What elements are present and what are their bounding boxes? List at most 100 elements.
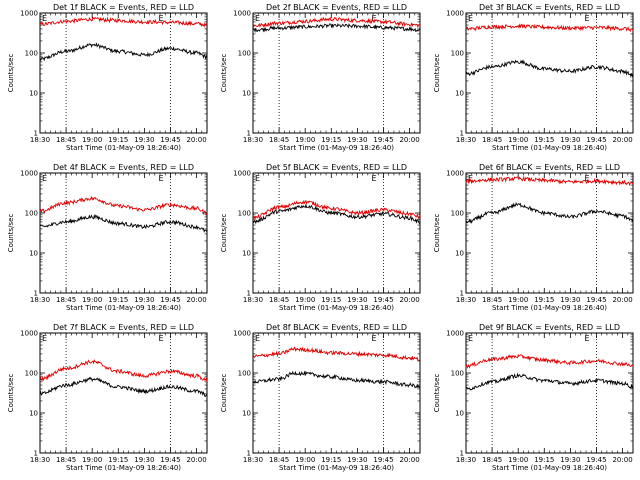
y-tick-label: 1000 xyxy=(446,10,464,18)
x-tick-label: 19:45 xyxy=(160,456,180,464)
x-tick-label: 20:00 xyxy=(186,456,206,464)
y-tick-label: 1000 xyxy=(233,10,251,18)
panel-title: Det 7f BLACK = Events, RED = LLD xyxy=(53,323,194,332)
x-tick-label: 19:15 xyxy=(534,456,554,464)
panel-4: Det 4f BLACK = Events, RED = LLD Counts/s… xyxy=(7,163,208,312)
y-tick-label: 1000 xyxy=(20,170,38,178)
plot-frame xyxy=(465,332,634,454)
panel-9: Det 9f BLACK = Events, RED = LLD Counts/s… xyxy=(433,323,634,472)
x-tick-label: 19:15 xyxy=(321,296,341,304)
plot-frame xyxy=(39,172,208,294)
x-tick-label: 19:45 xyxy=(373,136,393,144)
x-axis-label: Start Time (01-May-09 18:26:40) xyxy=(279,464,394,472)
x-tick-label: 19:00 xyxy=(295,456,315,464)
x-tick-label: 19:00 xyxy=(508,296,528,304)
x-tick-label: 20:00 xyxy=(399,136,419,144)
y-tick-label: 1 xyxy=(34,290,38,298)
lld-series-line xyxy=(465,23,634,33)
x-tick-label: 19:30 xyxy=(134,456,154,464)
y-axis-label: Counts/sec xyxy=(433,374,441,413)
events-series-line xyxy=(465,59,634,78)
y-tick-label: 1000 xyxy=(20,330,38,338)
x-tick-label: 18:30 xyxy=(30,456,50,464)
x-axis-label: Start Time (01-May-09 18:26:40) xyxy=(279,144,394,152)
x-tick-label: 19:15 xyxy=(108,136,128,144)
x-tick-label: 18:45 xyxy=(269,296,289,304)
lld-series-line xyxy=(252,16,421,29)
x-tick-label: 18:45 xyxy=(269,136,289,144)
event-marker-label: E xyxy=(158,174,163,183)
x-tick-label: 18:45 xyxy=(56,456,76,464)
event-marker-label: E xyxy=(42,174,47,183)
panel-5: Det 5f BLACK = Events, RED = LLD Counts/s… xyxy=(220,163,421,312)
lld-series-line xyxy=(252,199,421,221)
x-tick-label: 19:45 xyxy=(160,136,180,144)
event-marker-label: E xyxy=(255,174,260,183)
events-series-line xyxy=(39,42,208,62)
lld-series-line xyxy=(465,175,634,187)
event-marker-label: E xyxy=(584,14,589,23)
y-tick-label: 1 xyxy=(460,450,464,458)
panel-title: Det 9f BLACK = Events, RED = LLD xyxy=(479,323,620,332)
x-tick-label: 19:15 xyxy=(108,296,128,304)
y-axis-label: Counts/sec xyxy=(220,374,228,413)
x-tick-label: 18:45 xyxy=(482,136,502,144)
x-tick-label: 19:45 xyxy=(160,296,180,304)
x-tick-label: 19:30 xyxy=(560,456,580,464)
plot-frame xyxy=(39,12,208,134)
lld-series-line xyxy=(39,359,208,382)
panel-title: Det 8f BLACK = Events, RED = LLD xyxy=(266,323,407,332)
lld-series-line xyxy=(39,195,208,216)
x-axis-label: Start Time (01-May-09 18:26:40) xyxy=(492,144,607,152)
y-tick-label: 10 xyxy=(29,250,38,258)
panel-2: Det 2f BLACK = Events, RED = LLD Counts/s… xyxy=(220,3,421,152)
x-tick-label: 19:15 xyxy=(321,136,341,144)
events-series-line xyxy=(39,376,208,397)
x-tick-label: 18:45 xyxy=(56,136,76,144)
x-tick-label: 19:45 xyxy=(586,456,606,464)
y-tick-label: 1 xyxy=(460,130,464,138)
events-series-line xyxy=(465,202,634,224)
lld-series-line xyxy=(39,16,207,28)
x-tick-label: 20:00 xyxy=(612,136,632,144)
y-tick-label: 100 xyxy=(451,210,464,218)
panel-6: Det 6f BLACK = Events, RED = LLD Counts/s… xyxy=(433,163,634,312)
events-series-line xyxy=(252,370,421,389)
x-tick-label: 19:00 xyxy=(508,456,528,464)
x-tick-label: 19:15 xyxy=(534,136,554,144)
x-tick-label: 19:30 xyxy=(134,296,154,304)
x-tick-label: 19:00 xyxy=(82,136,102,144)
y-tick-label: 100 xyxy=(238,210,251,218)
x-tick-label: 18:30 xyxy=(456,296,476,304)
plot-frame xyxy=(465,12,634,134)
event-marker-label: E xyxy=(371,14,376,23)
x-tick-label: 19:00 xyxy=(82,456,102,464)
y-axis-label: Counts/sec xyxy=(433,214,441,253)
x-tick-label: 18:30 xyxy=(243,296,263,304)
plot-frame xyxy=(252,12,421,134)
y-tick-label: 100 xyxy=(238,50,251,58)
panel-7: Det 7f BLACK = Events, RED = LLD Counts/s… xyxy=(7,323,208,472)
y-tick-label: 100 xyxy=(451,370,464,378)
y-tick-label: 1000 xyxy=(446,170,464,178)
plot-frame xyxy=(252,172,421,294)
x-axis-label: Start Time (01-May-09 18:26:40) xyxy=(492,304,607,312)
x-tick-label: 19:30 xyxy=(347,136,367,144)
event-marker-label: E xyxy=(42,334,47,343)
y-tick-label: 1 xyxy=(247,130,251,138)
y-tick-label: 10 xyxy=(242,250,251,258)
events-series-line xyxy=(252,204,421,225)
x-tick-label: 19:30 xyxy=(560,296,580,304)
panel-8: Det 8f BLACK = Events, RED = LLD Counts/s… xyxy=(220,323,421,472)
x-tick-label: 18:30 xyxy=(30,296,50,304)
panel-title: Det 3f BLACK = Events, RED = LLD xyxy=(479,3,620,12)
y-tick-label: 10 xyxy=(455,410,464,418)
x-tick-label: 19:30 xyxy=(347,296,367,304)
x-tick-label: 19:30 xyxy=(347,456,367,464)
x-tick-label: 18:30 xyxy=(456,136,476,144)
event-marker-label: E xyxy=(468,174,473,183)
y-tick-label: 10 xyxy=(242,410,251,418)
x-tick-label: 18:45 xyxy=(482,296,502,304)
y-tick-label: 100 xyxy=(25,50,38,58)
